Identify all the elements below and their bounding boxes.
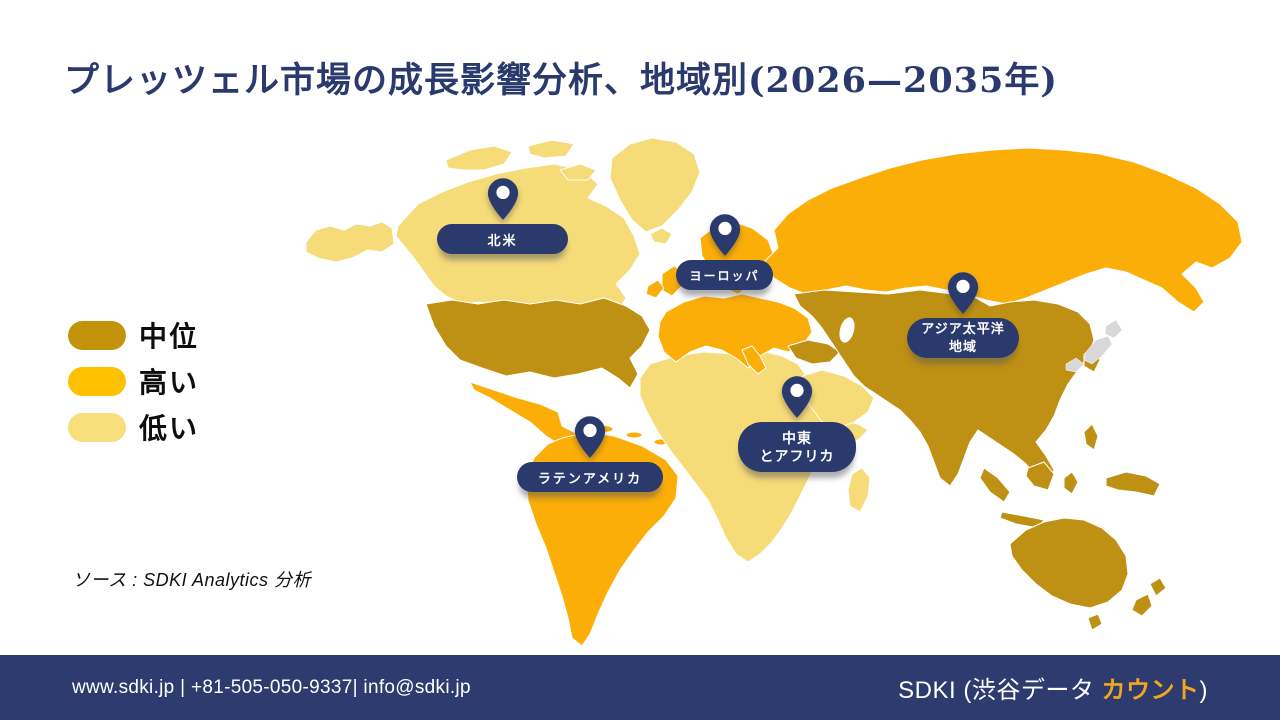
brand-prefix: SDKI (渋谷データ (898, 677, 1102, 704)
legend-swatch-medium (68, 320, 126, 350)
land-new-zealand-north (1149, 577, 1167, 597)
land-italy (741, 345, 767, 375)
source-note: ソース : SDKI Analytics 分析 (72, 570, 311, 590)
land-sulawesi (1063, 471, 1079, 495)
caspian-sea (839, 317, 855, 343)
location-pin-icon (709, 214, 740, 256)
legend-row-high: 高い (68, 366, 199, 398)
legend-swatch-high (68, 366, 126, 396)
land-tasmania (1087, 613, 1103, 631)
legend-row-low: 低い (68, 412, 199, 444)
land-borneo (1025, 461, 1055, 491)
region-label: ラテンアメリカ (537, 470, 643, 486)
region-pin-asia-pacific: アジア太平洋 地域 (907, 270, 1019, 358)
land-japan-honshu (1083, 335, 1113, 365)
brand-accent: カウント (1101, 677, 1200, 704)
footer-brand: SDKI (渋谷データ カウント) (898, 670, 1208, 705)
footer-bar: www.sdki.jp | +81-505-050-9337| info@sdk… (0, 655, 1280, 720)
land-greenland (609, 137, 701, 233)
land-japan-kyushu (1065, 357, 1085, 373)
land-ireland (645, 279, 665, 299)
location-pin-icon (487, 178, 518, 220)
land-russia (761, 147, 1243, 313)
region-pin-middle-east-africa: 中東 とアフリカ (738, 374, 856, 472)
page-title: プレッツェル市場の成長影響分析、地域別(2026—2035年) (64, 60, 1058, 101)
land-iceland (649, 227, 673, 245)
legend-label-medium: 中位 (139, 321, 200, 352)
location-pin-icon (781, 376, 813, 418)
location-pin-icon (947, 272, 979, 314)
land-new-zealand-south (1131, 593, 1153, 617)
land-australia (1009, 517, 1129, 609)
legend-row-medium: 中位 (68, 320, 199, 352)
region-label-line1: 中東 (782, 430, 812, 446)
land-philippines (1083, 423, 1099, 451)
region-pin-europe: ヨーロッパ (676, 212, 773, 290)
legend-label-low: 低い (139, 413, 200, 444)
land-europe-mainland (657, 293, 813, 369)
region-label-line2: 地域 (948, 339, 977, 354)
region-pin-latin-america: ラテンアメリカ (517, 414, 663, 492)
footer-contact: www.sdki.jp | +81-505-050-9337| info@sdk… (72, 676, 471, 698)
land-arabia (799, 369, 875, 429)
region-pin-north-america: 北米 (437, 176, 568, 254)
region-label-line1: アジア太平洋 (921, 321, 1005, 336)
land-asia-block (793, 289, 1095, 487)
land-japan-hokkaido (1104, 319, 1123, 339)
land-caribbean-2 (625, 431, 643, 439)
legend-label-high: 高い (139, 367, 200, 398)
legend: 中位 高い 低い (68, 320, 199, 458)
region-label: ヨーロッパ (689, 268, 760, 283)
legend-swatch-low (68, 412, 126, 442)
land-turkey (787, 339, 841, 365)
region-label-line2: とアフリカ (759, 448, 835, 464)
land-sumatra (979, 467, 1011, 503)
land-arctic-islands (445, 139, 597, 181)
brand-suffix: ) (1199, 677, 1208, 704)
land-alaska (305, 221, 395, 263)
land-usa (425, 297, 651, 389)
land-new-guinea (1105, 471, 1161, 497)
land-madagascar (847, 467, 871, 513)
location-pin-icon (574, 416, 606, 458)
region-label: 北米 (487, 232, 518, 248)
